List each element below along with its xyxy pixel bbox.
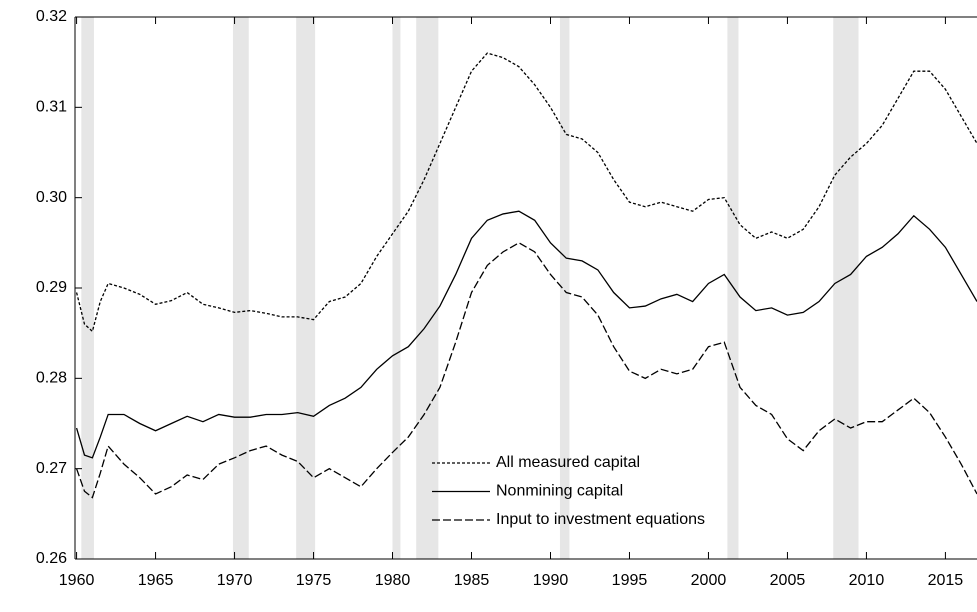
y-tick-label: 0.28 [36, 370, 67, 387]
x-tick-label: 1960 [59, 572, 95, 589]
recession-band [232, 17, 249, 559]
legend-label: All measured capital [496, 454, 640, 471]
recession-band [296, 17, 316, 559]
recession-band [559, 17, 570, 559]
y-tick-label: 0.30 [36, 189, 67, 206]
x-tick-label: 2005 [770, 572, 806, 589]
recession-band [416, 17, 439, 559]
recession-band [81, 17, 94, 559]
x-tick-label: 1975 [296, 572, 332, 589]
legend-label: Nonmining capital [496, 483, 623, 500]
y-tick-label: 0.31 [36, 99, 67, 116]
y-tick-label: 0.32 [36, 8, 67, 25]
x-tick-label: 1985 [454, 572, 490, 589]
x-tick-label: 1980 [375, 572, 411, 589]
legend-label: Input to investment equations [496, 511, 705, 528]
series-line [75, 52, 977, 333]
x-tick-label: 1965 [138, 572, 174, 589]
series-line [75, 242, 977, 499]
y-tick-label: 0.26 [36, 550, 67, 567]
x-tick-label: 2015 [928, 572, 964, 589]
x-tick-label: 1970 [217, 572, 253, 589]
recession-band [392, 17, 401, 559]
x-tick-label: 1990 [533, 572, 569, 589]
y-tick-label: 0.27 [36, 460, 67, 477]
x-tick-label: 2010 [849, 572, 885, 589]
y-tick-label: 0.29 [36, 279, 67, 296]
series-line [75, 210, 977, 459]
recession-band [833, 17, 859, 559]
x-tick-label: 2000 [691, 572, 727, 589]
x-tick-label: 1995 [612, 572, 648, 589]
